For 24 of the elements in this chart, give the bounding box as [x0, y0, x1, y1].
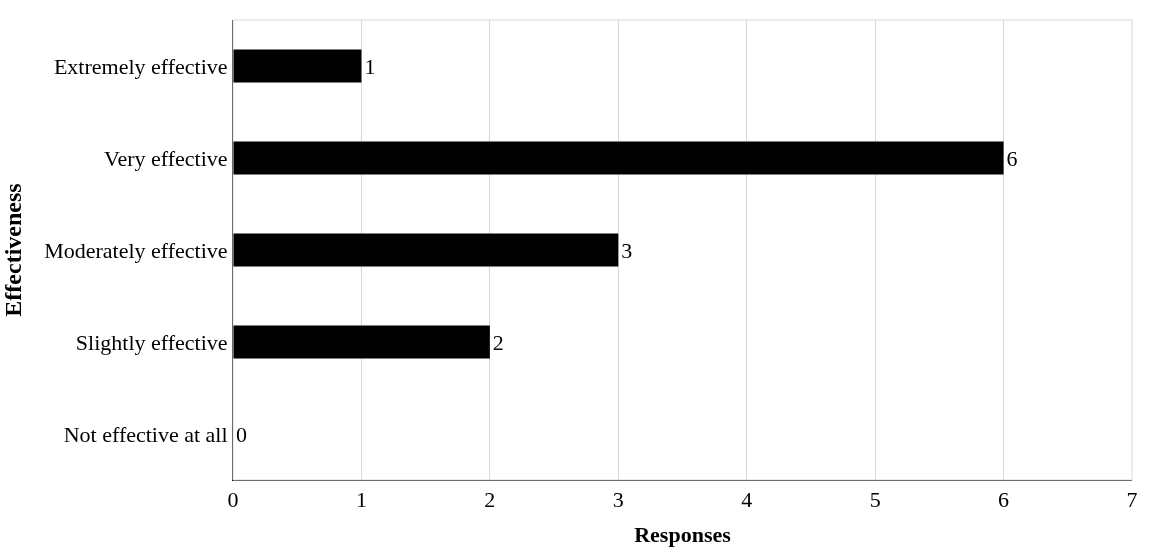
y-tick-label: Moderately effective — [44, 237, 228, 263]
x-axis-title: Responses — [634, 522, 732, 548]
bar — [233, 233, 619, 267]
y-tick-label: Extremely effective — [53, 53, 228, 79]
bar — [233, 49, 362, 83]
x-tick-label: 0 — [227, 487, 239, 513]
data-label: 3 — [621, 237, 633, 263]
data-label: 6 — [1006, 145, 1018, 171]
x-tick-label: 5 — [869, 487, 881, 513]
bar — [233, 325, 490, 359]
x-tick-label: 6 — [998, 487, 1010, 513]
y-axis-title: Effectiveness — [0, 183, 27, 317]
x-tick-label: 4 — [741, 487, 753, 513]
x-tick-label: 1 — [355, 487, 367, 513]
y-tick-label: Slightly effective — [75, 329, 228, 355]
data-label: 0 — [236, 421, 247, 447]
bar — [233, 141, 1004, 175]
x-tick-label: 7 — [1126, 487, 1138, 513]
data-label: 2 — [492, 329, 504, 355]
x-tick-label: 3 — [612, 487, 624, 513]
x-tick-label: 2 — [484, 487, 496, 513]
y-tick-label: Very effective — [104, 145, 228, 171]
y-tick-label: Not effective at all — [63, 421, 228, 447]
data-label: 1 — [364, 53, 376, 79]
